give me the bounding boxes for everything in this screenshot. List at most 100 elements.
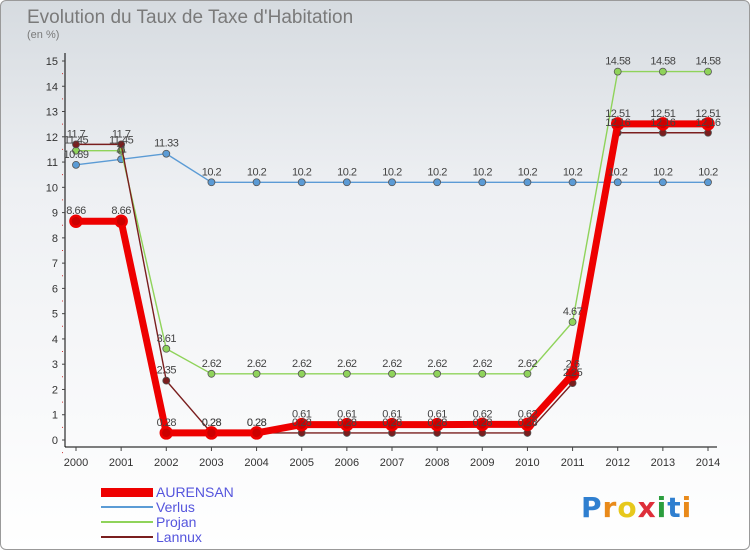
x-tick-label: 2000 [64,457,88,469]
data-label: 14.58 [605,56,630,68]
legend-label: Lannux [156,529,202,545]
data-point [475,417,490,432]
data-label: 14.58 [695,56,720,68]
data-label: 2.62 [518,358,538,370]
legend-label: Verlus [156,499,195,515]
data-label: 0.28 [382,417,402,429]
data-label: 10.2 [473,166,493,178]
data-point [252,178,261,187]
data-label: 10.2 [563,166,583,178]
data-point [613,67,622,76]
chart-title: Evolution du Taux de Taxe d'Habitation [27,7,354,28]
data-point [162,149,171,158]
data-point [294,417,309,432]
y-tick-label: 1 [52,410,58,422]
x-tick-label: 2010 [515,457,539,469]
y-tick-label: 3 [52,359,58,371]
x-tick-label: 2012 [605,457,629,469]
data-point [114,214,128,228]
data-label: 8.66 [66,205,86,217]
data-label: 8.66 [111,205,131,217]
y-tick-label: 9 [52,208,58,220]
data-point [117,140,126,149]
legend-label: Projan [156,514,197,530]
data-point [207,369,216,378]
data-label: 14.58 [650,56,675,68]
data-label: 0.61 [337,409,357,421]
legend-swatch [101,536,153,538]
data-point [704,67,712,76]
data-label: 12.51 [605,108,630,120]
x-tick-label: 2014 [696,457,720,469]
y-tick-label: 2 [52,384,58,396]
data-point [342,369,351,378]
data-point [433,369,442,378]
data-label: 12.51 [650,108,675,120]
data-point [433,178,442,187]
data-label: 10.2 [202,166,222,178]
x-tick-label: 2004 [244,457,268,469]
data-point [478,178,487,187]
logo-letter: x [637,491,657,524]
data-label: 2.62 [473,358,493,370]
data-point [72,140,80,149]
data-point [568,178,577,187]
data-point [204,426,219,440]
data-label: 0.61 [382,409,402,421]
data-point [207,178,216,187]
data-label: 12.16 [605,117,630,129]
data-label: 2.62 [247,358,267,370]
data-label: 10.2 [382,166,402,178]
chart-subtitle: (en %) [27,29,60,41]
data-point [478,369,487,378]
data-label: 0.62 [518,408,538,420]
y-tick-label: 13 [46,107,58,119]
data-label: 0.28 [202,417,222,429]
data-label: 2.62 [382,358,402,370]
data-point [385,417,399,432]
data-point [565,367,580,382]
data-label: 0.28 [292,417,312,429]
data-label: 2.62 [202,358,222,370]
data-label: 0.61 [427,409,447,421]
data-label: 12.51 [695,108,720,120]
legend-label: AURENSAN [156,484,234,500]
data-label: 10.2 [698,166,718,178]
x-tick-label: 2011 [561,457,585,469]
data-label: 0.62 [473,408,493,420]
data-label: 4.67 [563,306,583,318]
y-tick-label: 4 [52,334,58,346]
data-label: 11.45 [64,135,89,147]
x-tick-label: 2006 [335,457,359,469]
y-tick-label: 15 [46,56,58,68]
data-label: 11.33 [154,138,179,150]
x-tick-label: 2008 [425,457,449,469]
data-point [340,417,354,432]
x-tick-label: 2003 [199,457,223,469]
data-point [523,369,532,378]
logo-letter: t [667,491,682,524]
data-point [159,426,174,440]
data-point [613,178,622,187]
data-point [342,178,351,187]
data-label: 0.28 [337,417,357,429]
data-point [297,178,306,187]
data-point [388,178,396,187]
data-label: 11 [116,143,127,155]
data-label: 12.16 [695,117,720,129]
x-tick-label: 2013 [651,457,675,469]
data-label: 10.2 [518,166,538,178]
data-point [610,117,625,131]
data-label: 0.28 [202,417,222,429]
logo-letter: i [656,491,668,524]
data-label: 10.2 [653,166,673,178]
data-point [658,67,667,76]
data-point [704,178,712,187]
data-label: 0.28 [427,417,447,429]
logo-letter: r [602,491,618,524]
y-tick-label: 10 [46,182,58,194]
data-label: 10.2 [427,166,447,178]
data-label: 0.28 [518,417,538,429]
